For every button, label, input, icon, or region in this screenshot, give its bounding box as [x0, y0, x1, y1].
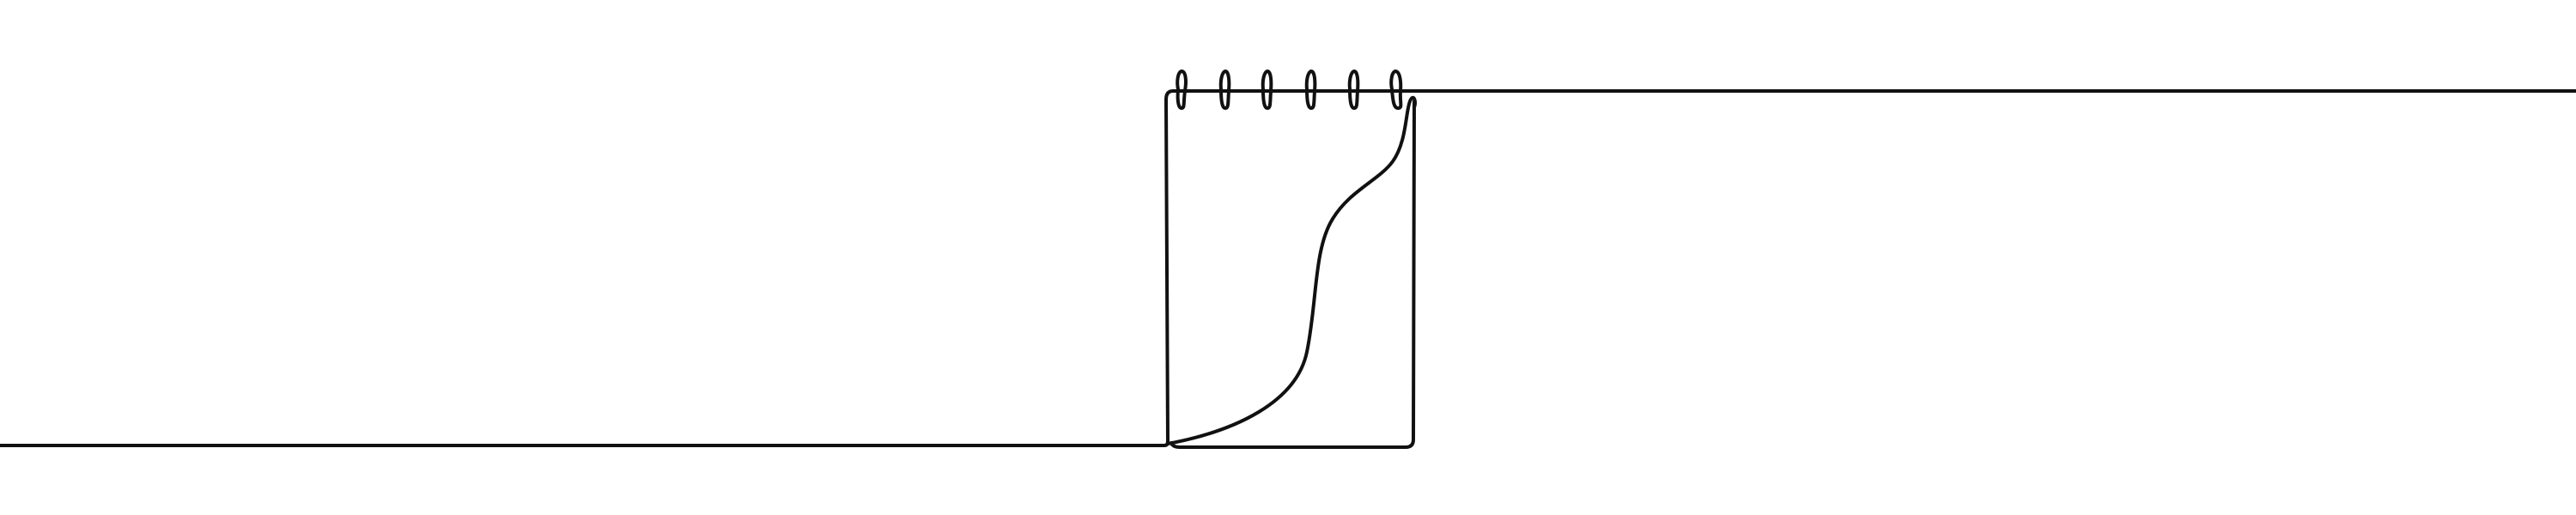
ring-4: [1304, 70, 1317, 110]
baseline-left-line: [0, 439, 1170, 447]
ring-6: [1389, 70, 1403, 110]
ring-1: [1176, 70, 1188, 110]
notepad-page-curl: [1166, 95, 1418, 445]
ring-3: [1261, 70, 1273, 110]
notepad-right-edge: [1170, 100, 1416, 449]
ring-2: [1218, 70, 1231, 110]
ring-5: [1347, 70, 1360, 110]
notepad-left-edge: [1164, 89, 1175, 443]
spiral-binding: [1176, 70, 1403, 110]
